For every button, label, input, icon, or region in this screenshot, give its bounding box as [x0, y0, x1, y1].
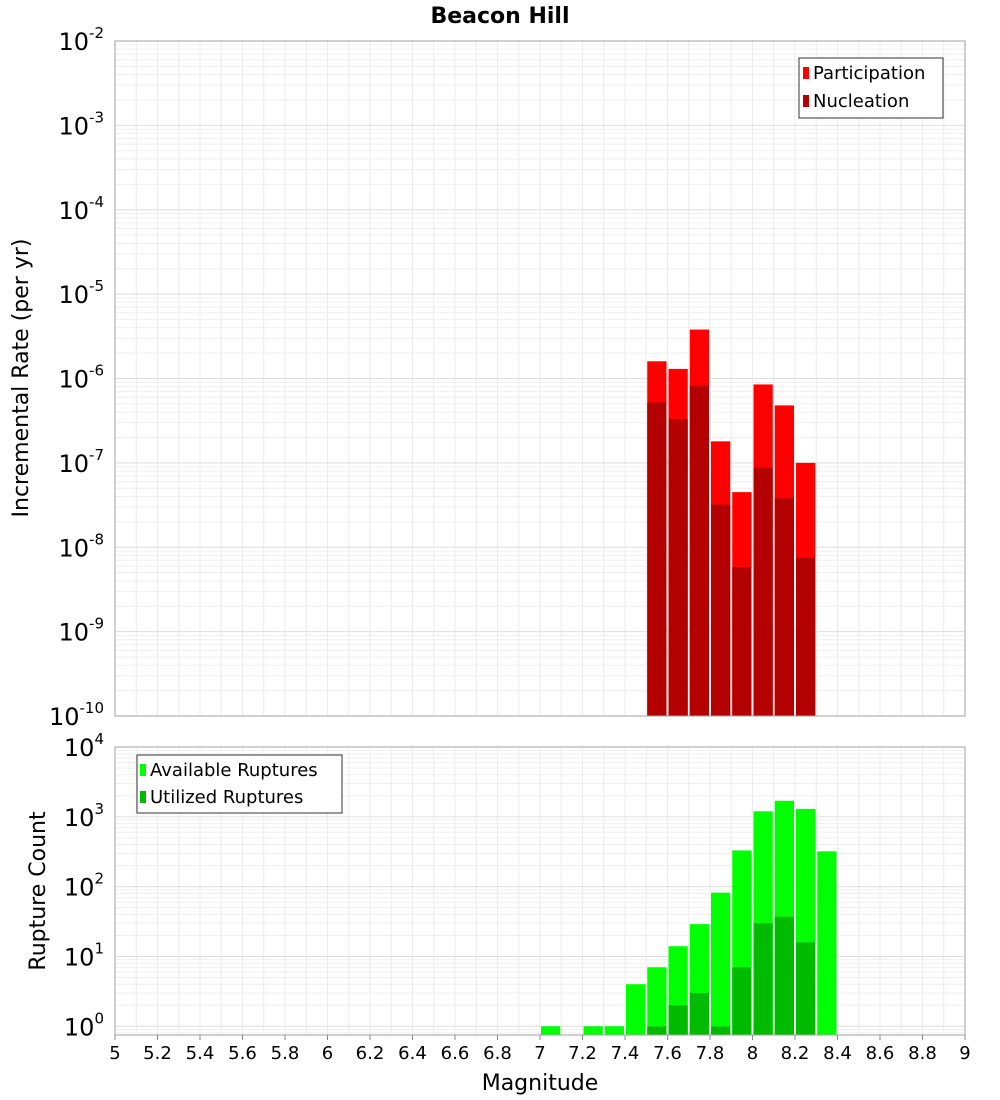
- nucleation-legend-label: Nucleation: [813, 91, 909, 112]
- count-bars: [541, 800, 837, 1035]
- count-bar-inner: [774, 916, 794, 1035]
- count-bar-inner: [668, 1005, 688, 1035]
- rate-y-tick-label: 10-8: [58, 530, 104, 562]
- count-bar-inner: [689, 992, 709, 1035]
- rate-y-tick-label: 10-5: [58, 277, 104, 309]
- x-axis-label: Magnitude: [482, 1071, 599, 1096]
- rate-legend: Participation Nucleation: [798, 57, 944, 119]
- x-tick-label: 6.8: [483, 1043, 512, 1064]
- count-legend-box: [136, 754, 343, 814]
- x-tick-label: 7.6: [653, 1043, 682, 1064]
- x-tick-label: 8.4: [823, 1043, 852, 1064]
- rate-y-ticks: 10-10 10-9 10-8 10-7 10-6 10-5 10-4 10-3 10-2: [49, 24, 104, 731]
- rate-y-tick-label: 10-9: [58, 615, 104, 647]
- x-tick-label: 5: [109, 1043, 120, 1064]
- rate-y-tick-label: 10-10: [49, 699, 104, 731]
- utilized-legend-swatch: [140, 791, 146, 803]
- x-tick-label: 5.6: [228, 1043, 257, 1064]
- rate-bars: [647, 329, 816, 716]
- count-y-tick-label: 102: [64, 870, 104, 902]
- rate-legend-box: [798, 57, 944, 119]
- rate-y-tick-label: 10-4: [58, 193, 104, 225]
- x-tick-label: 6.6: [441, 1043, 470, 1064]
- x-tick-label: 8.2: [781, 1043, 810, 1064]
- x-tick-label: 7.2: [568, 1043, 597, 1064]
- count-y-tick-label: 104: [64, 730, 104, 762]
- count-bar-outer: [626, 984, 646, 1035]
- rate-bar-inner: [689, 385, 709, 716]
- x-tick-label: 6: [322, 1043, 333, 1064]
- rate-bar-inner: [774, 498, 794, 716]
- count-bar-outer: [541, 1026, 561, 1035]
- rate-panel: 10-10 10-9 10-8 10-7 10-6 10-5 10-4 10-3 10-2 In…: [9, 24, 966, 731]
- count-bar-inner: [711, 1026, 731, 1035]
- x-tick-label: 8: [747, 1043, 758, 1064]
- x-tick-label: 8.6: [866, 1043, 895, 1064]
- x-tick-label: 6.2: [356, 1043, 385, 1064]
- count-bar-outer: [604, 1026, 624, 1035]
- participation-legend-swatch: [803, 67, 809, 79]
- count-y-axis-label: Rupture Count: [26, 811, 51, 971]
- available-legend-label: Available Ruptures: [150, 760, 318, 781]
- count-bar-outer: [583, 1026, 603, 1035]
- rate-bar-inner: [796, 557, 816, 716]
- count-bar-inner: [732, 967, 752, 1035]
- rate-y-tick-label: 10-3: [58, 108, 104, 140]
- count-bar-outer: [711, 892, 731, 1035]
- count-y-tick-label: 100: [64, 1009, 104, 1041]
- rate-y-tick-label: 10-6: [58, 362, 104, 394]
- count-y-tick-label: 103: [64, 800, 104, 832]
- count-legend: Available Ruptures Utilized Ruptures: [136, 754, 343, 814]
- count-bar-outer: [817, 851, 837, 1035]
- available-legend-swatch: [140, 764, 146, 776]
- rate-y-axis-label: Incremental Rate (per yr): [9, 239, 34, 518]
- x-tick-label: 7.4: [611, 1043, 640, 1064]
- rate-bar-inner: [668, 419, 688, 716]
- x-tick-label: 5.8: [271, 1043, 300, 1064]
- x-tick-label: 9: [959, 1043, 970, 1064]
- x-tick-label: 5.4: [186, 1043, 215, 1064]
- rate-plot-border: [114, 40, 966, 717]
- rate-bar-inner: [711, 504, 731, 716]
- rate-bar-inner: [732, 567, 752, 716]
- count-panel: 100 101 102 103 104 5 5.2 5.4 5.6 5.8 6 6.2 6.4 6.6 6…: [26, 730, 971, 1096]
- x-tick-label: 7.8: [696, 1043, 725, 1064]
- rate-bar-inner: [647, 402, 667, 716]
- participation-legend-label: Participation: [813, 63, 925, 84]
- nucleation-legend-swatch: [803, 95, 809, 107]
- x-tick-label: 5.2: [143, 1043, 172, 1064]
- x-tick-label: 8.8: [908, 1043, 937, 1064]
- chart-title: Beacon Hill: [430, 4, 569, 29]
- count-bar-inner: [796, 942, 816, 1035]
- count-bar-inner: [647, 1026, 667, 1035]
- count-y-ticks: 100 101 102 103 104: [64, 730, 104, 1041]
- count-bar-outer: [647, 967, 667, 1035]
- count-y-tick-label: 101: [64, 939, 104, 971]
- x-tick-label: 6.4: [398, 1043, 427, 1064]
- count-bar-inner: [753, 923, 773, 1035]
- rate-y-tick-label: 10-7: [58, 446, 104, 478]
- magnitude-x-ticks: 5 5.2 5.4 5.6 5.8 6 6.2 6.4 6.6 6.8 7 7.2 7.4 7.6 7.8 8…: [109, 1035, 971, 1064]
- x-tick-label: 7: [534, 1043, 545, 1064]
- rate-y-tick-label: 10-2: [58, 24, 104, 56]
- rate-gridlines: [114, 40, 966, 717]
- utilized-legend-label: Utilized Ruptures: [150, 787, 303, 808]
- rate-bar-inner: [753, 467, 773, 716]
